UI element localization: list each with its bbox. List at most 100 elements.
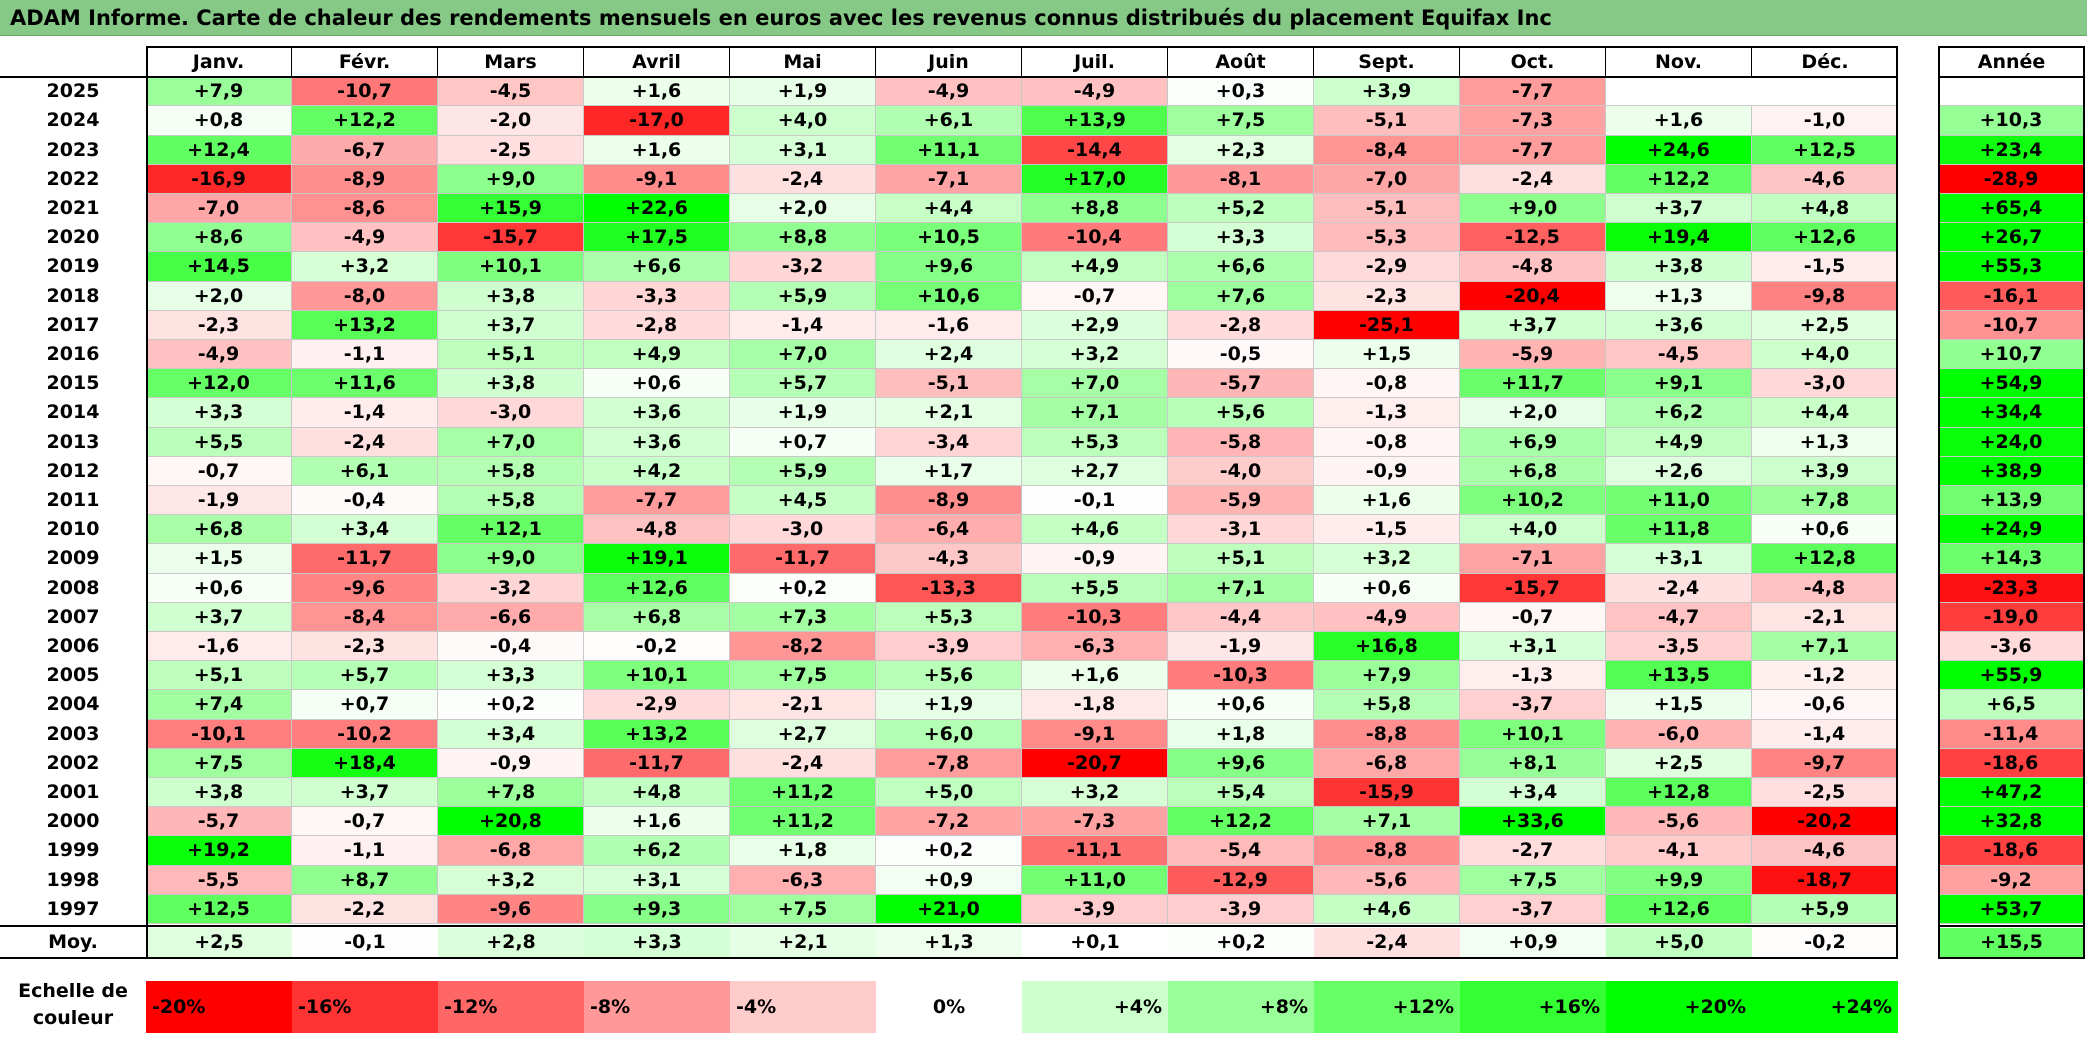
heatmap-cell: +2,5 (1752, 310, 1898, 340)
row-year-label: 2021 (46, 197, 100, 219)
heatmap-cell: -3,0 (438, 398, 584, 428)
color-scale-label: Echelle de couleur (18, 980, 128, 1029)
row-year-label: 1997 (46, 897, 100, 920)
row-year-label: 2013 (46, 430, 100, 453)
heatmap-cell: +3,3 (438, 661, 584, 691)
heatmap-cell: -0,7 (1460, 602, 1606, 632)
heatmap-cell: +5,9 (1752, 894, 1898, 924)
heatmap-cell: +6,2 (1606, 398, 1752, 428)
heatmap-cell: -2,4 (730, 164, 876, 194)
column-header: Avril (584, 48, 730, 78)
heatmap-cell: -0,8 (1314, 369, 1460, 399)
row-year-label: 1998 (46, 868, 100, 891)
column-header: Nov. (1606, 48, 1752, 78)
heatmap-cell: +3,8 (146, 778, 292, 808)
row-year-label: 2024 (46, 109, 100, 132)
heatmap-cell: +5,3 (1022, 427, 1168, 457)
heatmap-cell: +3,7 (1460, 310, 1606, 340)
heatmap-cell: +19,4 (1606, 223, 1752, 253)
annual-cell: -23,3 (1938, 573, 2085, 603)
average-cell: +0,1 (1022, 928, 1168, 958)
heatmap-cell: -2,0 (438, 106, 584, 136)
heatmap-cell: -2,2 (292, 894, 438, 924)
heatmap-cell: -3,9 (876, 632, 1022, 662)
heatmap-cell: +5,8 (438, 486, 584, 516)
row-year-label: 2017 (46, 313, 100, 336)
column-header: Juil. (1022, 48, 1168, 78)
annual-cell: -16,1 (1938, 281, 2085, 311)
heatmap-cell: -9,6 (292, 573, 438, 603)
heatmap-cell: +1,6 (584, 807, 730, 837)
heatmap-cell: -9,8 (1752, 281, 1898, 311)
heatmap-cell: +5,4 (1168, 778, 1314, 808)
heatmap-cell: +7,0 (438, 427, 584, 457)
average-cell: +5,0 (1606, 928, 1752, 958)
color-scale-step: +24% (1752, 981, 1898, 1033)
heatmap-cell: -17,0 (584, 106, 730, 136)
heatmap-cell: +3,2 (438, 865, 584, 895)
heatmap-cell: +0,6 (146, 573, 292, 603)
heatmap-cell: -4,9 (292, 223, 438, 253)
heatmap-cell: -4,7 (1606, 602, 1752, 632)
heatmap-cell: +1,6 (1606, 106, 1752, 136)
heatmap-cell: +0,2 (438, 690, 584, 720)
heatmap-cell: +7,1 (1752, 632, 1898, 662)
heatmap-cell: -2,8 (584, 310, 730, 340)
heatmap-cell: -15,7 (438, 223, 584, 253)
heatmap-cell: -10,4 (1022, 223, 1168, 253)
heatmap-cell: -4,5 (438, 77, 584, 107)
heatmap-cell: -4,8 (1752, 573, 1898, 603)
row-year-label: 2011 (46, 489, 100, 511)
heatmap-cell: -20,7 (1022, 748, 1168, 778)
heatmap-cell: +3,3 (1168, 223, 1314, 253)
heatmap-cell: +3,2 (292, 252, 438, 282)
row-year-label: 2020 (46, 226, 100, 249)
heatmap-cell: +0,7 (730, 427, 876, 457)
heatmap-cell: +9,3 (584, 894, 730, 924)
heatmap-cell: +10,1 (584, 661, 730, 691)
heatmap-cell: -5,9 (1168, 486, 1314, 516)
heatmap-cell: -2,1 (1752, 602, 1898, 632)
heatmap-cell: -5,6 (1314, 865, 1460, 895)
heatmap-cell: +9,6 (876, 252, 1022, 282)
heatmap-cell: +5,5 (146, 427, 292, 457)
heatmap-cell: +7,1 (1314, 807, 1460, 837)
heatmap-cell: +5,9 (730, 281, 876, 311)
heatmap-cell: +2,0 (730, 194, 876, 224)
annual-cell: +24,9 (1938, 515, 2085, 545)
row-year-label: 2004 (46, 693, 100, 716)
heatmap-cell: +11,2 (730, 807, 876, 837)
heatmap-cell: +10,5 (876, 223, 1022, 253)
heatmap-cell: +8,8 (1022, 194, 1168, 224)
heatmap-cell: +5,7 (292, 661, 438, 691)
heatmap-cell: +12,2 (1606, 164, 1752, 194)
row-year-label: 2005 (46, 664, 100, 687)
annual-cell: +10,3 (1938, 106, 2085, 136)
heatmap-cell: +7,9 (146, 77, 292, 107)
row-year-label: 2014 (46, 401, 100, 424)
heatmap-cell: +12,5 (146, 894, 292, 924)
heatmap-cell: +1,7 (876, 456, 1022, 486)
heatmap-cell: +4,9 (1022, 252, 1168, 282)
row-year-label: 2018 (46, 284, 100, 307)
heatmap-cell: +2,3 (1168, 135, 1314, 165)
heatmap-cell: -7,0 (1314, 164, 1460, 194)
heatmap-cell: +3,2 (1022, 778, 1168, 808)
heatmap-cell: -8,4 (292, 602, 438, 632)
table-divider (0, 76, 1898, 79)
heatmap-cell: -9,1 (584, 164, 730, 194)
heatmap-cell: +6,0 (876, 719, 1022, 749)
heatmap-cell: +13,2 (584, 719, 730, 749)
page-title: ADAM Informe. Carte de chaleur des rende… (0, 0, 2087, 36)
heatmap-cell: -4,8 (1460, 252, 1606, 282)
annual-cell: +53,7 (1938, 894, 2085, 924)
heatmap-cell: -3,9 (1022, 894, 1168, 924)
annual-cell: +55,3 (1938, 252, 2085, 282)
heatmap-cell: +19,1 (584, 544, 730, 574)
average-cell: +0,9 (1460, 928, 1606, 958)
annual-cell: -28,9 (1938, 164, 2085, 194)
heatmap-cell: +8,1 (1460, 748, 1606, 778)
heatmap-cell: -0,4 (438, 632, 584, 662)
average-cell: +2,8 (438, 928, 584, 958)
